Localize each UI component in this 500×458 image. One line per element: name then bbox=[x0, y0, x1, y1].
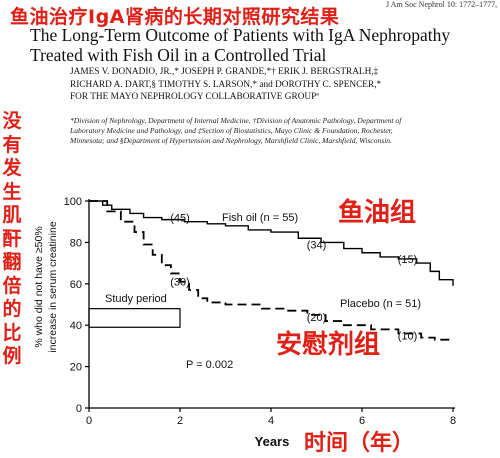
authors-line1: JAMES V. DONADIO, JR.,* JOSEPH P. GRANDE… bbox=[70, 67, 379, 77]
at-risk-count-label: (15) bbox=[398, 254, 418, 266]
authors-line3: FOR THE MAYO NEPHROLOGY COLLABORATIVE GR… bbox=[70, 92, 319, 102]
x-tick-label: 4 bbox=[268, 415, 274, 427]
fish-oil-series-line bbox=[89, 200, 454, 286]
y-tick-label: 0 bbox=[76, 403, 82, 415]
chart-axes: 0 20 40 60 80 100 0 2 4 6 8 bbox=[64, 196, 456, 427]
affiliation-line3: Minnesota; and §Department of Hypertensi… bbox=[70, 136, 393, 145]
vertical-char: 的 bbox=[2, 298, 22, 320]
paper-title: The Long-Term Outcome of Patients with I… bbox=[30, 25, 490, 65]
y-tick-label: 60 bbox=[70, 279, 82, 291]
vertical-char: 肌 bbox=[2, 204, 22, 226]
y-axis-label-line2: increase in serum creatinine bbox=[47, 221, 59, 352]
x-tick-label: 6 bbox=[359, 415, 365, 427]
at-risk-count-label: (20) bbox=[307, 312, 327, 324]
author-list: JAMES V. DONADIO, JR.,* JOSEPH P. GRANDE… bbox=[70, 66, 490, 104]
at-risk-count-label: (30) bbox=[170, 277, 190, 289]
study-period-label: Study period bbox=[105, 293, 167, 305]
placebo-series-label: Placebo (n = 51) bbox=[340, 298, 421, 310]
y-tick-label: 100 bbox=[64, 196, 82, 208]
at-risk-count-label: (10) bbox=[398, 331, 418, 343]
at-risk-count-label: (45) bbox=[170, 213, 190, 225]
fish-oil-group-cn: 鱼油组 bbox=[338, 198, 417, 228]
time-years-cn: 时间（年） bbox=[304, 431, 415, 456]
chart-labels: (45) (34) (15) (30) (20) (10) bbox=[170, 213, 417, 343]
y-axis-label-line1: % who did not have ≥50% bbox=[33, 226, 45, 347]
x-axis-label: Years bbox=[255, 434, 290, 449]
vertical-char: 有 bbox=[2, 133, 22, 156]
journal-reference: J Am Soc Nephrol 10: 1772–1777, 1999 bbox=[386, 0, 500, 9]
affiliation-line2: Laboratory Medicine and Pathology, and ‡… bbox=[70, 126, 393, 135]
vertical-char: 没 bbox=[2, 110, 22, 132]
x-tick-label: 0 bbox=[86, 415, 92, 427]
chart-series bbox=[89, 200, 454, 341]
authors-line2: RICHARD A. DART,§ TIMOTHY S. LARSON,* an… bbox=[70, 79, 382, 90]
vertical-char: 比 bbox=[2, 321, 22, 344]
paper-title-line2: Treated with Fish Oil in a Controlled Tr… bbox=[30, 45, 327, 65]
vertical-char: 生 bbox=[2, 180, 22, 203]
vertical-char: 酐 bbox=[2, 227, 22, 250]
affiliations: *Division of Nephrology, Department of I… bbox=[70, 116, 495, 146]
fish-oil-series-label: Fish oil (n = 55) bbox=[222, 212, 298, 224]
y-tick-label: 20 bbox=[70, 362, 82, 374]
study-period-box bbox=[88, 308, 181, 328]
vertical-cn-label: 没 有 发 生 肌 酐 翻 倍 的 比 例 bbox=[0, 110, 24, 369]
vertical-char: 翻 bbox=[2, 251, 22, 273]
x-tick-label: 8 bbox=[450, 415, 456, 427]
p-value: P = 0.002 bbox=[186, 359, 233, 371]
x-tick-label: 2 bbox=[177, 415, 183, 427]
cn-title: 鱼油治疗IgA肾病的长期对照研究结果 bbox=[10, 6, 340, 28]
vertical-char: 例 bbox=[2, 345, 22, 367]
vertical-char: 倍 bbox=[2, 274, 22, 297]
placebo-series-line bbox=[89, 200, 453, 341]
placebo-group-cn: 安慰剂组 bbox=[276, 330, 381, 360]
at-risk-count-label: (34) bbox=[307, 239, 327, 251]
affiliation-line1: *Division of Nephrology, Department of I… bbox=[70, 116, 402, 125]
y-tick-label: 80 bbox=[70, 237, 82, 249]
paper-title-line1: The Long-Term Outcome of Patients with I… bbox=[30, 25, 451, 45]
y-tick-label: 40 bbox=[70, 320, 82, 332]
vertical-char: 发 bbox=[2, 157, 22, 179]
